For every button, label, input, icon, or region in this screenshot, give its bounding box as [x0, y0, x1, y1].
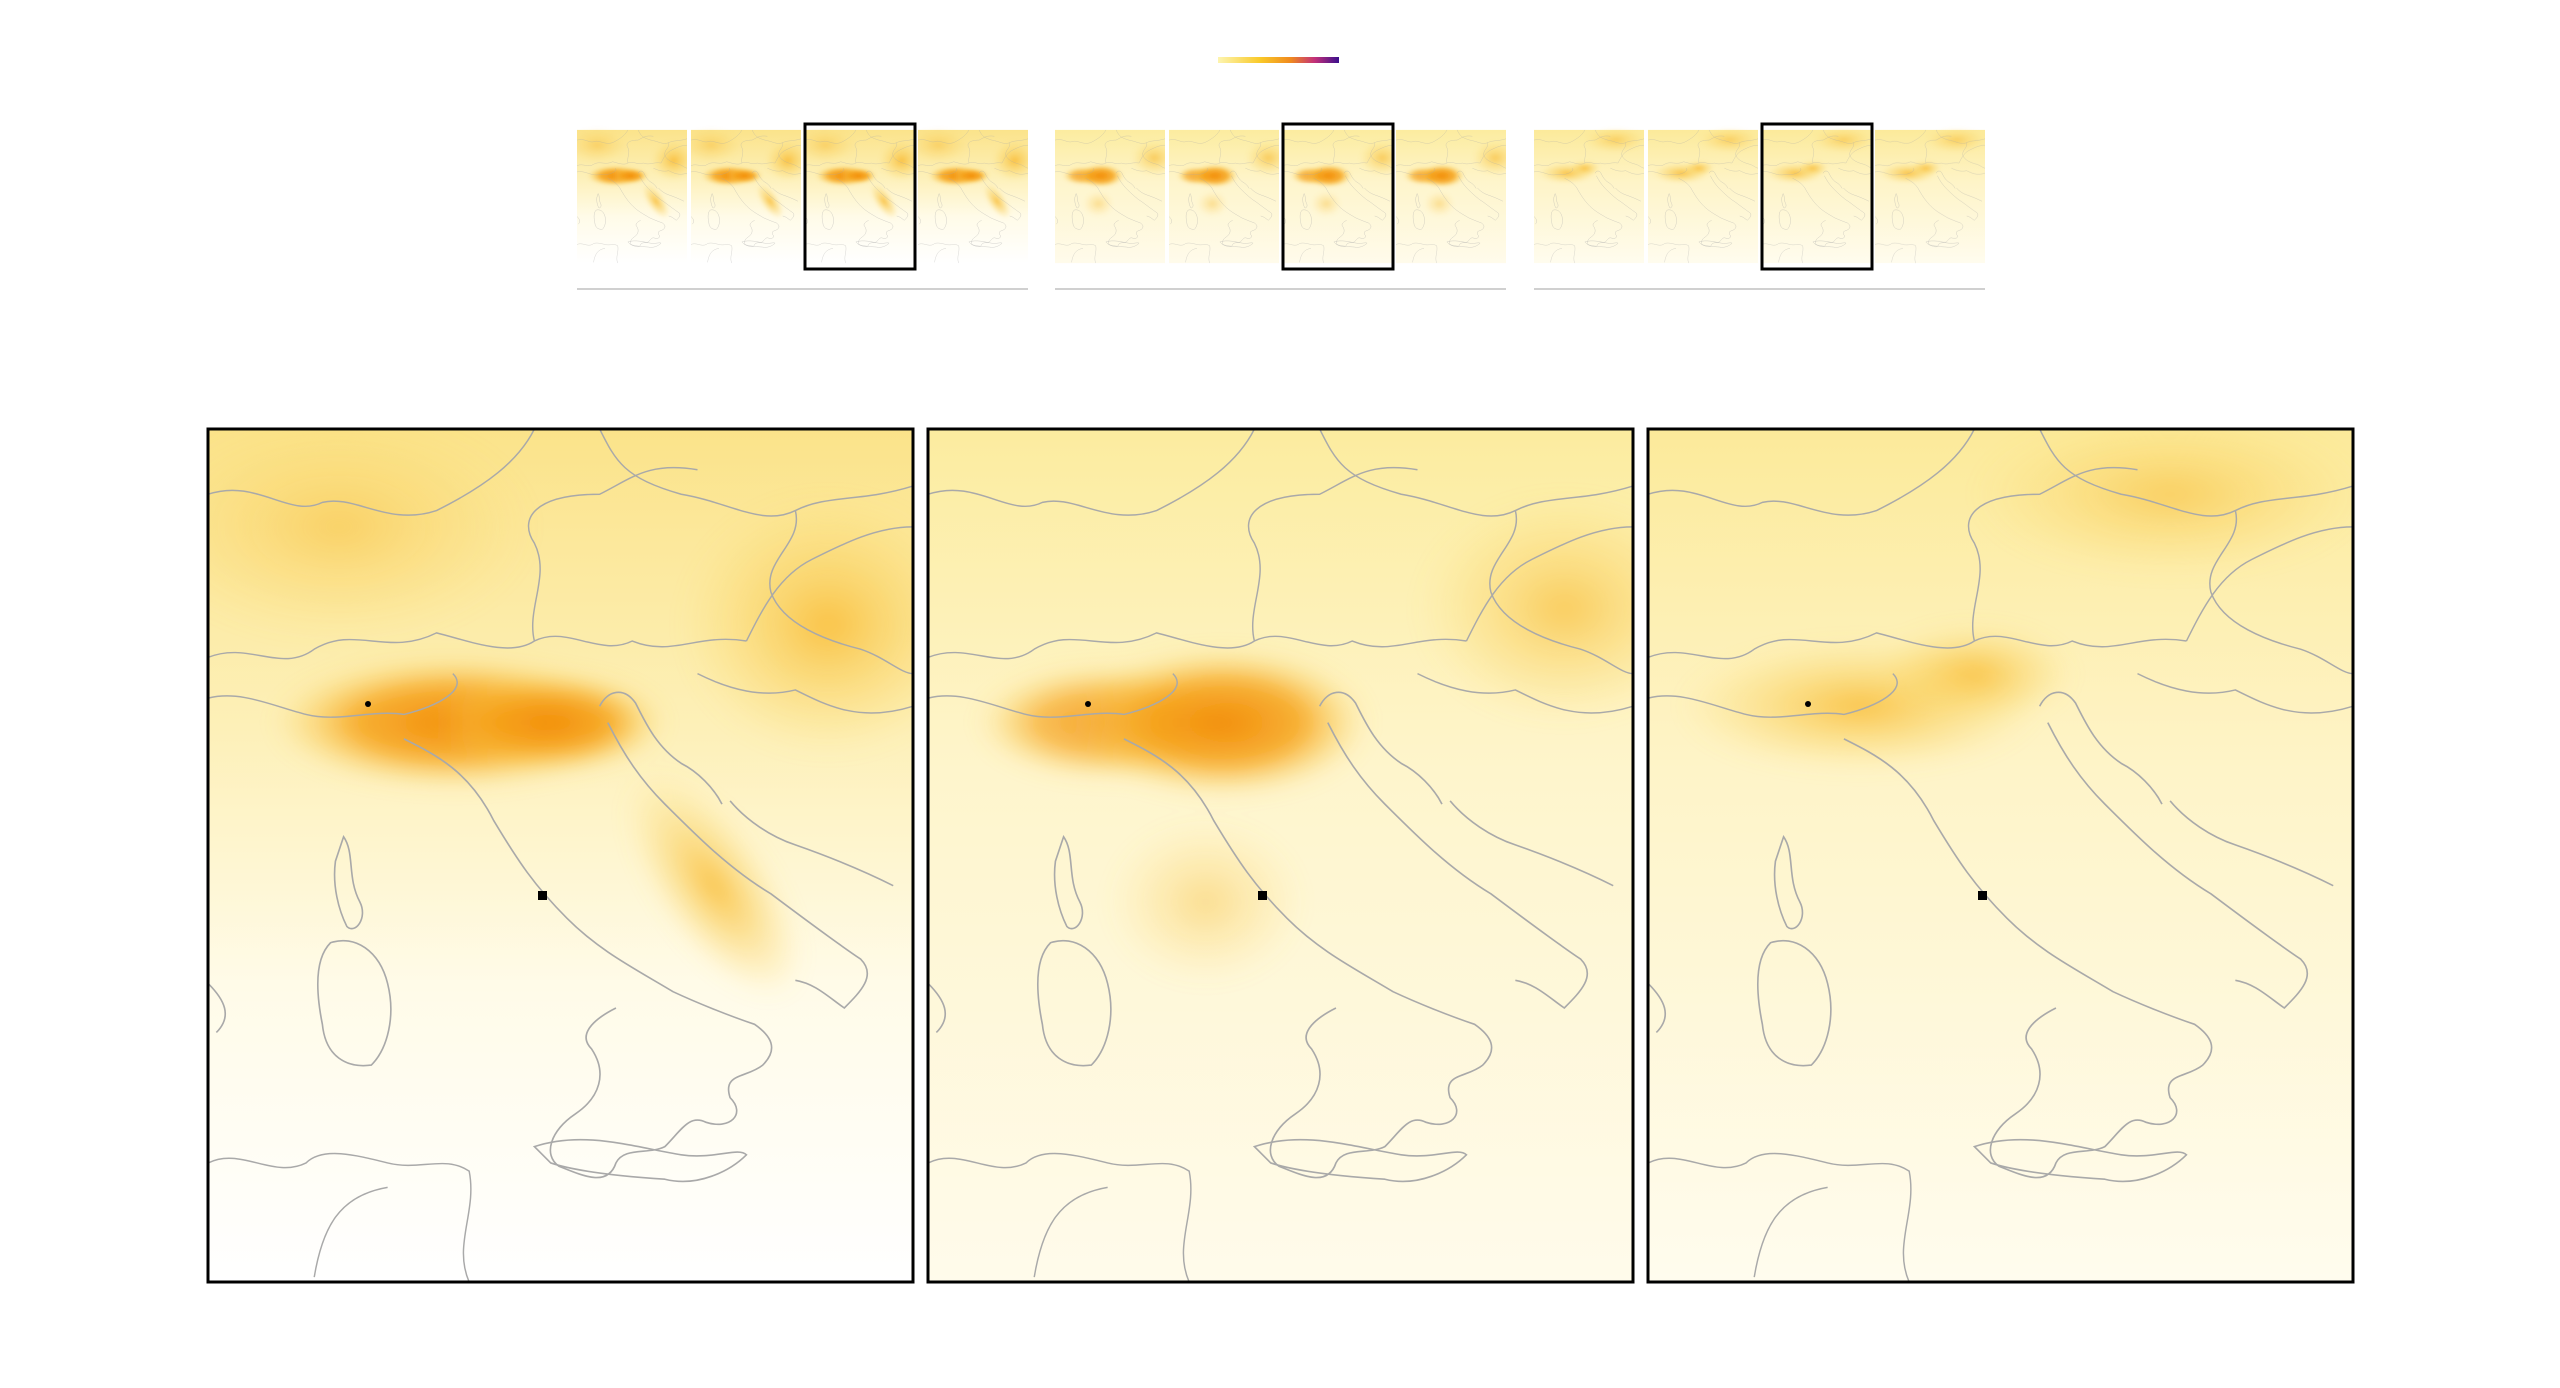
selected-frame [1760, 122, 1874, 271]
thumbnail-strip [567, 122, 1038, 290]
selected-frame [803, 122, 917, 271]
map-square-marker [1258, 891, 1267, 900]
thumbnail[interactable] [1648, 127, 1760, 263]
thumbnail[interactable] [567, 127, 697, 263]
panel-frame [206, 427, 915, 1284]
thumbnail[interactable] [1762, 127, 1874, 263]
map-heat [1648, 413, 2366, 1282]
thumbnail-strip [1055, 122, 1518, 290]
thumbnail[interactable] [1169, 130, 1291, 263]
map-square-marker [538, 891, 547, 900]
map-panel [143, 413, 975, 1284]
panel-frame [926, 427, 1635, 1284]
thumbnail[interactable] [1875, 127, 1987, 263]
map-square-marker [1978, 891, 1987, 900]
map-dot-marker [365, 701, 371, 707]
thumbnail[interactable] [1396, 130, 1518, 263]
color-legend [1218, 57, 1339, 63]
thumbnail[interactable] [1055, 130, 1177, 263]
thumbnail[interactable] [1283, 130, 1405, 263]
map-dot-marker [1805, 701, 1811, 707]
panel-frame [1646, 427, 2355, 1284]
thumbnail[interactable] [795, 127, 925, 263]
thumbnail[interactable] [1534, 127, 1646, 263]
thumbnail-strip [1534, 122, 1987, 290]
selected-frame [1281, 122, 1395, 271]
thumbnail[interactable] [908, 127, 1038, 263]
map-panel [1646, 413, 2366, 1284]
map-heat [143, 413, 975, 1282]
thumbnail[interactable] [681, 127, 811, 263]
map-panel [926, 427, 1635, 1284]
map-dot-marker [1085, 701, 1091, 707]
